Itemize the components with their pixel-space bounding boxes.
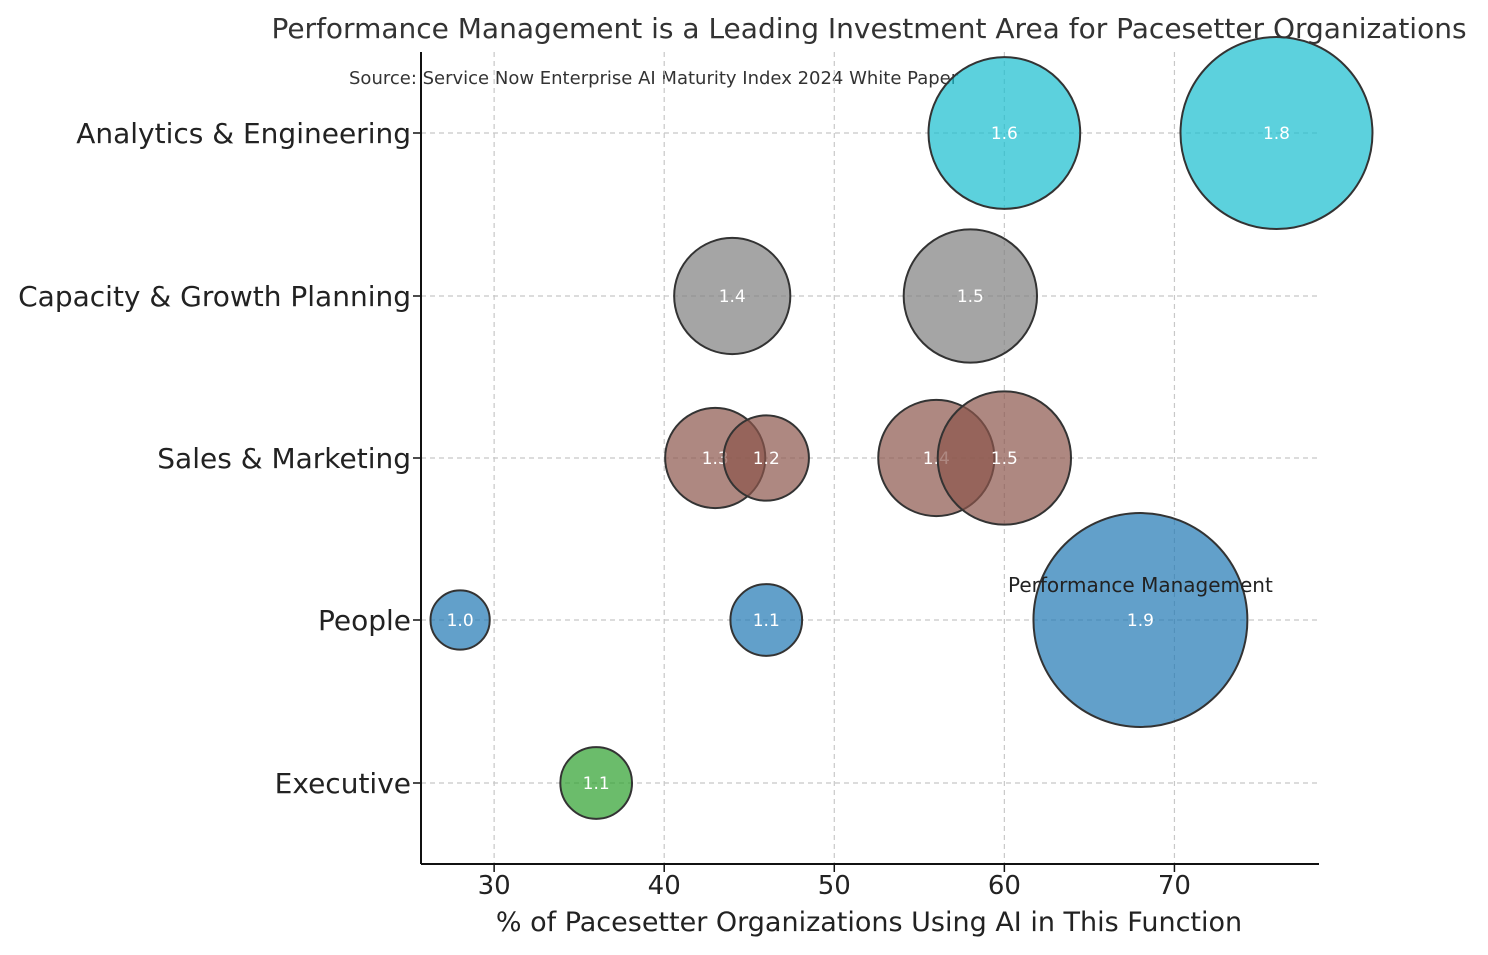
bubble-label: 1.5 xyxy=(991,449,1018,469)
bubble-label: 1.1 xyxy=(753,611,780,631)
y-tick-label: Executive xyxy=(275,767,411,800)
annotation-label: Performance Management xyxy=(1008,573,1273,597)
bubble xyxy=(927,56,1082,210)
x-axis-label: % of Pacesetter Organizations Using AI i… xyxy=(496,907,1242,938)
bubble xyxy=(936,390,1073,526)
bubble xyxy=(1179,36,1374,230)
x-tick-label: 50 xyxy=(818,871,851,901)
axes: 30 40 50 60 70 Analytics & Engineering Capacit… xyxy=(18,52,1319,901)
bubble-label: 1.9 xyxy=(1127,611,1154,631)
annotations: Performance Management xyxy=(1008,573,1273,597)
bubble-label: 1.8 xyxy=(1263,124,1290,144)
bubble-label: 1.3 xyxy=(702,449,729,469)
bubble xyxy=(673,236,792,356)
bubble-label: 1.1 xyxy=(583,774,610,794)
bubble-label: 1.5 xyxy=(957,287,984,307)
bubble xyxy=(559,746,634,820)
y-tick-label: People xyxy=(318,604,411,637)
bubble xyxy=(902,228,1039,364)
chart-subtitle: Source: Service Now Enterprise AI Maturi… xyxy=(349,68,959,89)
y-tick-label: Capacity & Growth Planning xyxy=(18,280,411,313)
bubble xyxy=(729,583,804,657)
bubble-label: 1.0 xyxy=(447,611,474,631)
bubble xyxy=(1032,512,1249,728)
bubble-label: 1.4 xyxy=(719,287,746,307)
grid-lines xyxy=(421,52,1319,864)
y-tick-label: Sales & Marketing xyxy=(157,442,411,475)
x-tick-label: 30 xyxy=(478,871,511,901)
bubbles: 1.6 1.81.4 1.51.3 1.2 1.4 1.51.0 1.1 1.91.1 xyxy=(429,36,1374,820)
x-tick-label: 60 xyxy=(988,871,1021,901)
x-tick-label: 70 xyxy=(1158,871,1191,901)
bubble-label: 1.2 xyxy=(753,449,780,469)
y-tick-label: Analytics & Engineering xyxy=(76,117,411,150)
bubble xyxy=(722,414,810,502)
bubble-label: 1.6 xyxy=(991,124,1018,144)
bubble xyxy=(429,589,491,651)
x-tick-label: 40 xyxy=(648,871,681,901)
